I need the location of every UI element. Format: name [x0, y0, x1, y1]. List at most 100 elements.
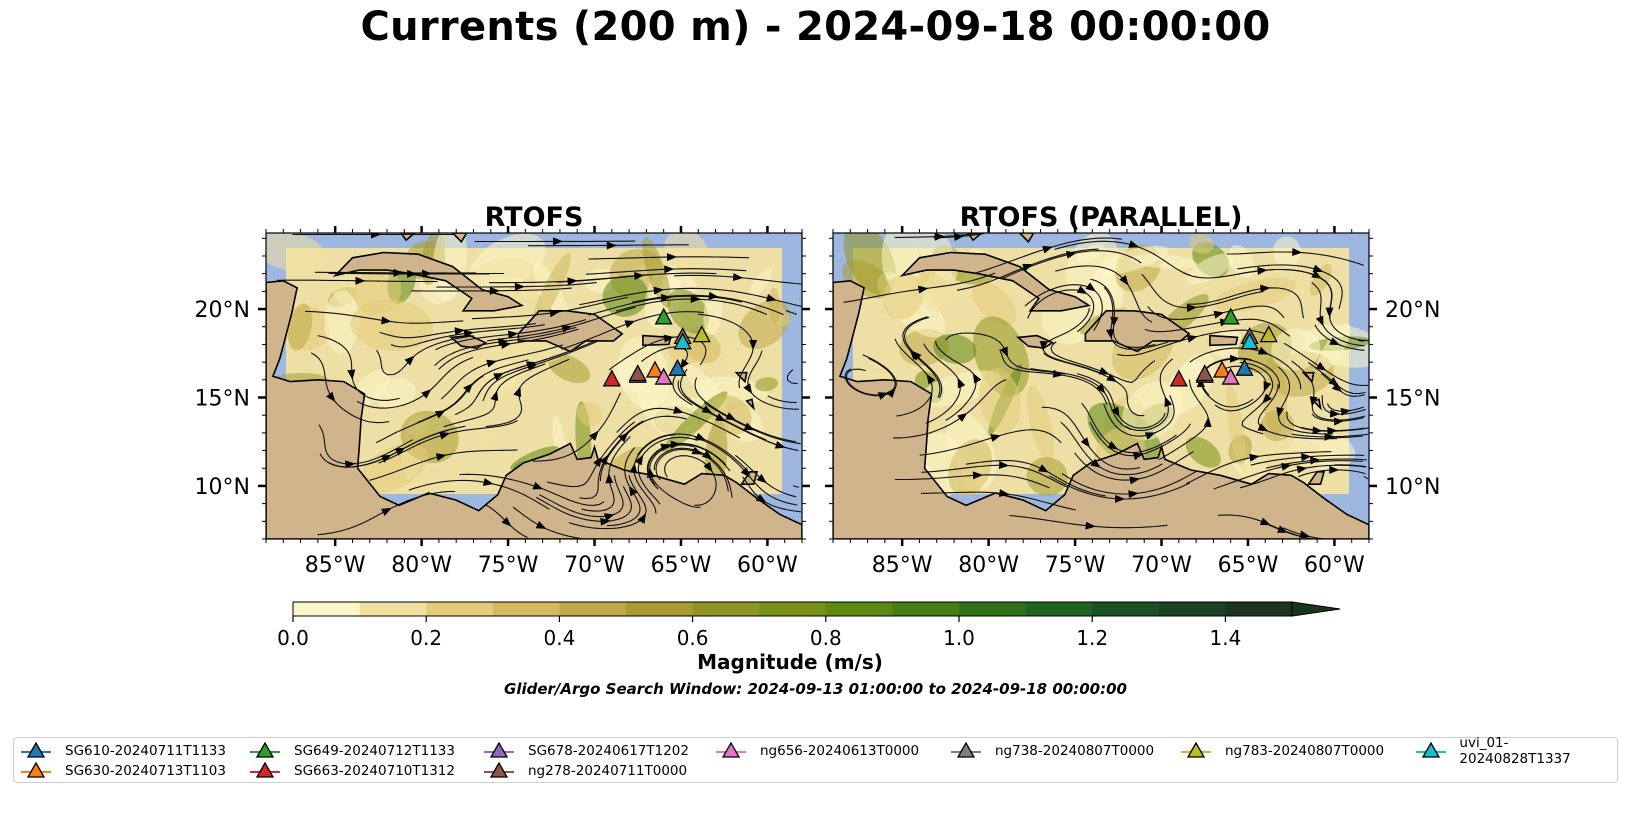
legend-label: ng783-20240807T0000	[1225, 743, 1385, 759]
streamline-arrow	[774, 440, 786, 449]
glider-marker	[628, 364, 647, 382]
lon-tick-label: 60°W	[1304, 553, 1365, 578]
streamline-arrow	[708, 291, 719, 300]
legend-label: ng656-20240613T0000	[760, 743, 920, 759]
colorbar-segment	[759, 602, 827, 616]
streamline-arrow	[486, 359, 497, 368]
panel-title: RTOFS	[485, 202, 584, 233]
streamline-arrow	[404, 355, 415, 366]
streamline-arrow	[701, 405, 713, 414]
colorbar-segment	[692, 602, 760, 616]
glider-legend: SG610-20240711T1133 SG630-20240713T1103 SG…	[13, 735, 1618, 783]
streamline-arrow	[691, 446, 703, 455]
magnitude-patch	[1226, 385, 1246, 468]
streamline-arrow	[679, 358, 689, 370]
streamline-arrow	[421, 389, 432, 399]
legend-item: ng783-20240807T0000	[1179, 741, 1384, 761]
streamline-arrow	[381, 507, 392, 517]
glider-marker	[1169, 369, 1188, 387]
streamline-arrow	[725, 412, 737, 421]
legend-marker-icon	[21, 741, 51, 758]
magnitude-patch	[577, 401, 603, 427]
lat-tick-label: 15°N	[195, 386, 250, 411]
streamline-arrow	[1259, 517, 1271, 526]
legend-label: SG630-20240713T1103	[65, 763, 226, 779]
glider-marker	[1221, 307, 1240, 325]
streamline-arrow	[957, 412, 968, 423]
streamline-arrow	[1085, 521, 1096, 530]
streamline-arrow	[593, 456, 603, 468]
streamline-arrow	[1106, 373, 1117, 382]
magnitude-patch	[1130, 254, 1198, 270]
colorbar-tick-label: 0.6	[677, 626, 709, 650]
colorbar-tick-label: 1.4	[1209, 626, 1241, 650]
streamline-arrow	[998, 461, 1010, 470]
streamline-arrow	[755, 493, 767, 503]
magnitude-patch	[1271, 328, 1321, 371]
land-polygon	[745, 398, 755, 411]
magnitude-patch	[978, 368, 1022, 433]
streamline-arrow	[1144, 432, 1156, 440]
streamlines	[276, 233, 802, 539]
colorbar-tick-label: 0.2	[410, 626, 442, 650]
streamline-arrow	[489, 286, 500, 295]
streamline-arrow	[490, 390, 499, 402]
streamline-arrow	[877, 392, 889, 400]
magnitude-patch	[469, 233, 546, 292]
streamline-arrow	[666, 253, 677, 262]
streamline-arrow	[646, 467, 655, 478]
streamline-arrow	[1186, 334, 1198, 343]
streamline-arrow	[1076, 285, 1088, 295]
magnitude-patch	[1026, 385, 1055, 462]
streamline-arrow	[664, 265, 675, 274]
glider-marker	[1221, 367, 1240, 385]
magnitude-patch	[548, 353, 591, 384]
streamline-arrow	[507, 330, 519, 339]
streamline-arrow	[347, 369, 356, 380]
legend-item: ng278-20240711T0000	[482, 761, 687, 781]
legend-item: SG610-20240711T1133	[19, 741, 226, 761]
legend-item: SG663-20240710T1312	[248, 761, 455, 781]
streamline-arrow	[535, 521, 547, 529]
streamline-arrow	[1132, 452, 1144, 461]
streamline-arrow	[513, 386, 522, 398]
colorbar-segment	[1025, 602, 1093, 616]
streamline-arrow	[1340, 407, 1352, 416]
streamline-arrow	[1331, 382, 1343, 393]
lon-tick-label: 65°W	[1218, 553, 1279, 578]
streamline-arrow	[603, 513, 615, 522]
streamline-arrow	[618, 432, 629, 443]
streamline-arrow	[1257, 423, 1269, 432]
streamline-arrow	[549, 309, 560, 318]
colorbar-segment	[492, 602, 560, 616]
glider-marker	[1195, 364, 1214, 382]
colorbar-segment	[1092, 602, 1160, 616]
legend-marker-icon	[484, 761, 514, 778]
legend-label: SG678-20240617T1202	[528, 743, 689, 759]
lon-tick-label: 75°W	[478, 553, 539, 578]
lon-tick-label: 85°W	[872, 553, 933, 578]
streamline-arrow	[501, 516, 512, 527]
streamlines	[843, 233, 1369, 539]
legend-label: uvi_01-20240828T1337	[1459, 735, 1571, 767]
magnitude-patch	[882, 273, 925, 320]
magnitude-patch	[703, 290, 723, 335]
glider-marker	[1212, 360, 1232, 378]
streamline-arrow	[463, 383, 474, 394]
streamline-arrow	[1000, 346, 1008, 358]
land-polygon	[1018, 233, 1035, 244]
streamline-arrow	[1312, 264, 1324, 273]
streamline-arrow	[439, 431, 451, 440]
lon-tick-label: 80°W	[958, 553, 1019, 578]
streamline-arrow	[600, 517, 611, 526]
glider-marker	[673, 332, 692, 350]
streamline-arrow	[435, 453, 447, 462]
streamline-arrow	[918, 285, 929, 294]
magnitude-patch	[754, 377, 778, 392]
streamline-arrow	[703, 461, 713, 473]
streamline-arrow	[355, 276, 366, 285]
lon-tick-label: 75°W	[1045, 553, 1106, 578]
legend-marker-icon	[716, 741, 746, 758]
magnitude-patch	[722, 342, 749, 372]
